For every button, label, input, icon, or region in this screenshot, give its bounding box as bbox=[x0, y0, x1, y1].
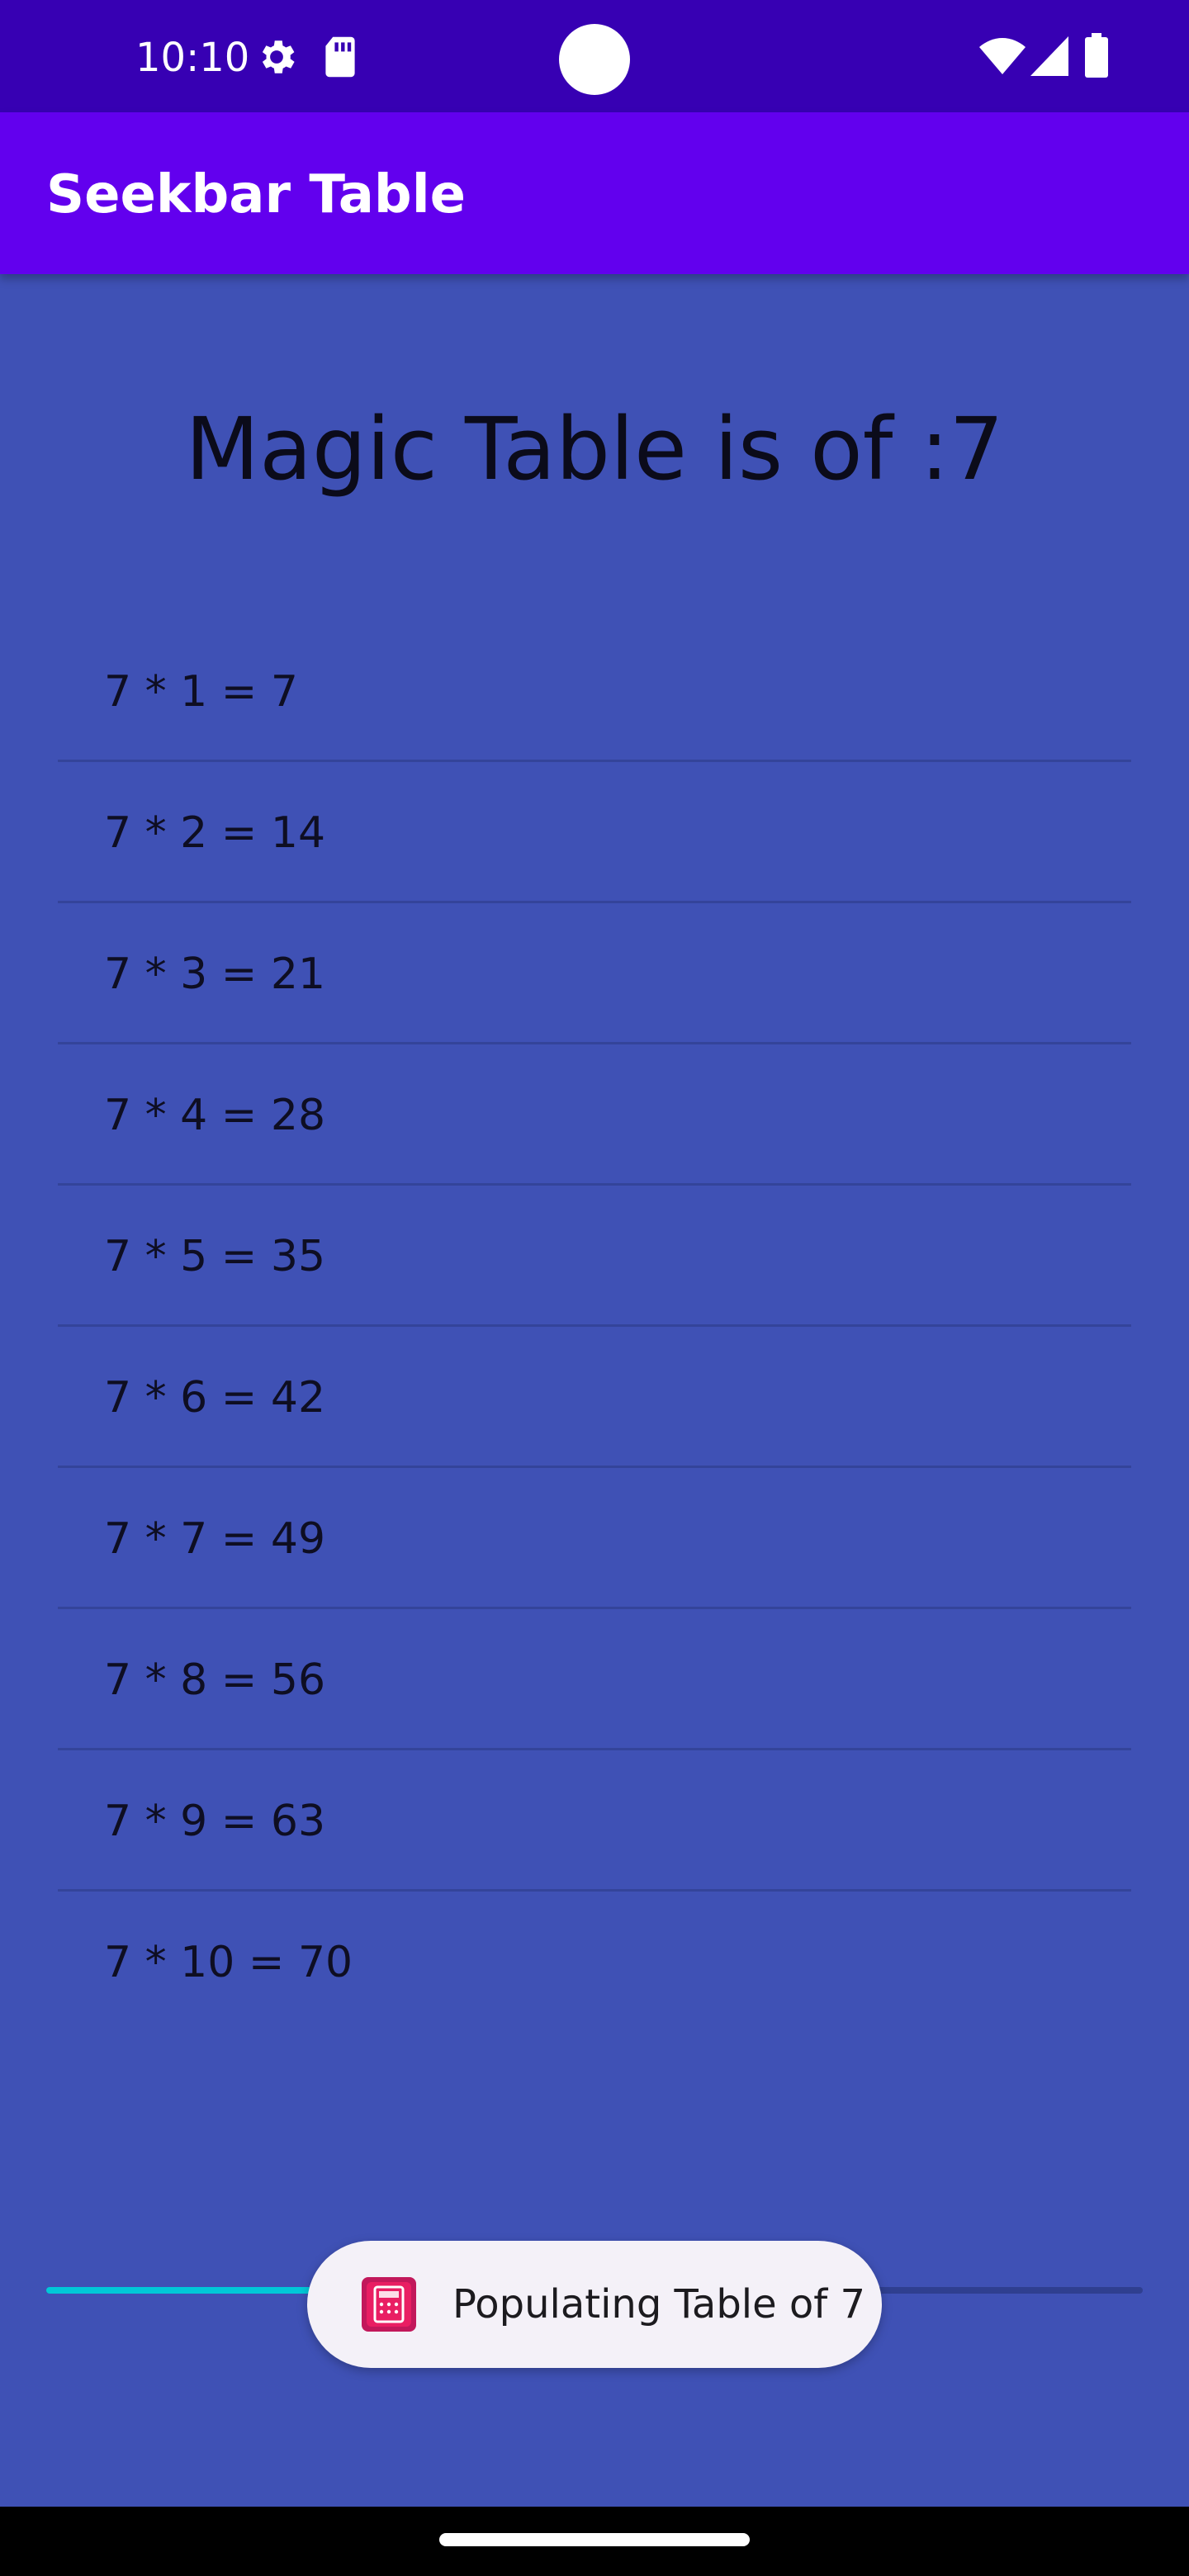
table-row[interactable]: 7 * 2 = 14 bbox=[58, 762, 1131, 903]
table-row[interactable]: 7 * 10 = 70 bbox=[58, 1892, 1131, 2033]
table-row[interactable]: 7 * 3 = 21 bbox=[58, 903, 1131, 1044]
table-row-text: 7 * 3 = 21 bbox=[104, 945, 325, 1004]
table-row-text: 7 * 10 = 70 bbox=[104, 1933, 353, 1992]
table-row[interactable]: 7 * 6 = 42 bbox=[58, 1327, 1131, 1468]
wifi-icon bbox=[979, 36, 1026, 79]
battery-icon bbox=[1085, 33, 1108, 81]
app-calculator-icon bbox=[362, 2277, 416, 2332]
table-row[interactable]: 7 * 1 = 7 bbox=[58, 621, 1131, 762]
table-row[interactable]: 7 * 9 = 63 bbox=[58, 1750, 1131, 1892]
table-row[interactable]: 7 * 8 = 56 bbox=[58, 1609, 1131, 1750]
status-time: 10:10 bbox=[135, 31, 249, 84]
toast-text: Populating Table of 7 bbox=[452, 2275, 865, 2333]
table-row[interactable]: 7 * 7 = 49 bbox=[58, 1468, 1131, 1609]
app-bar: Seekbar Table bbox=[0, 112, 1189, 274]
table-row[interactable]: 7 * 5 = 35 bbox=[58, 1186, 1131, 1327]
toast-message: Populating Table of 7 bbox=[307, 2241, 882, 2368]
table-row-text: 7 * 4 = 28 bbox=[104, 1086, 325, 1145]
status-bar: 10:10 bbox=[0, 0, 1189, 112]
cell-signal-icon bbox=[1030, 36, 1068, 79]
table-row-text: 7 * 7 = 49 bbox=[104, 1509, 325, 1569]
settings-gear-icon bbox=[254, 35, 299, 83]
table-heading: Magic Table is of :7 bbox=[0, 396, 1189, 502]
navigation-bar bbox=[0, 2507, 1189, 2576]
table-row-text: 7 * 8 = 56 bbox=[104, 1650, 325, 1710]
table-row-text: 7 * 6 = 42 bbox=[104, 1368, 325, 1428]
home-gesture-handle[interactable] bbox=[439, 2533, 750, 2546]
table-row-text: 7 * 5 = 35 bbox=[104, 1227, 325, 1286]
table-row-text: 7 * 1 = 7 bbox=[104, 662, 298, 722]
sd-card-icon bbox=[322, 35, 358, 83]
camera-cutout bbox=[559, 24, 630, 95]
table-list: 7 * 1 = 7 7 * 2 = 14 7 * 3 = 21 7 * 4 = … bbox=[58, 621, 1131, 2033]
table-row-text: 7 * 9 = 63 bbox=[104, 1792, 325, 1851]
table-row-text: 7 * 2 = 14 bbox=[104, 803, 325, 863]
app-title: Seekbar Table bbox=[46, 163, 466, 226]
table-row[interactable]: 7 * 4 = 28 bbox=[58, 1044, 1131, 1186]
